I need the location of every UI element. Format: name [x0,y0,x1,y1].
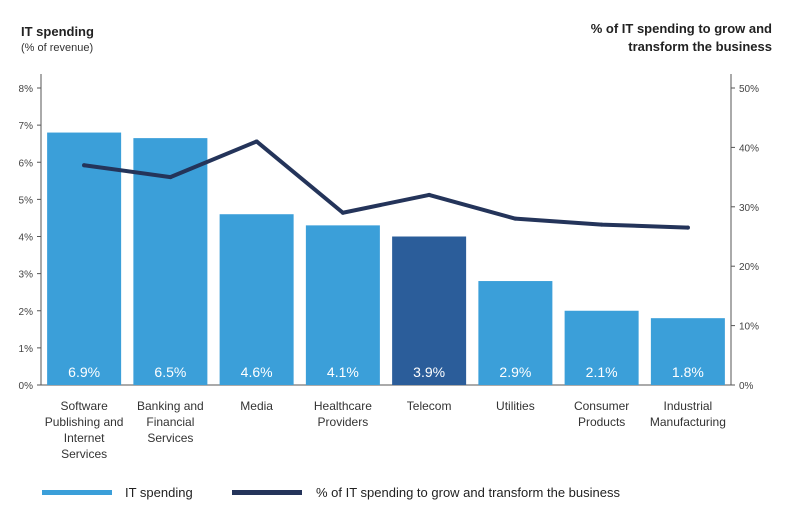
line-series [82,139,690,230]
right-axis-title-line2: transform the business [628,39,772,54]
bar-data-label: 6.9% [68,364,100,380]
bar [392,236,467,385]
bar-data-label: 6.5% [154,364,186,380]
bar-data-label: 2.1% [586,364,618,380]
right-axis-title-line1: % of IT spending to grow and [591,21,772,36]
left-tick-label: 3% [19,270,34,281]
category-label: Utilities [496,399,535,413]
category-label: Healthcare Providers [314,399,372,429]
legend-swatch-line [232,490,302,495]
category-label: Telecom [407,399,452,413]
bar-data-label: 1.8% [672,364,704,380]
left-tick-label: 4% [19,233,34,244]
right-tick-label: 50% [739,84,759,95]
category-label: Banking and Financial Services [137,399,204,445]
line-point [168,175,173,180]
bar-data-label: 3.9% [413,364,445,380]
right-tick-label: 30% [739,203,759,214]
left-tick-label: 2% [19,307,34,318]
category-label: Media [240,399,273,413]
left-axis-title: IT spending [21,24,94,39]
right-axis: 0% 10% 20% 30% 40% 50% [730,74,759,392]
line-point [340,210,345,215]
left-tick-label: 7% [19,121,34,132]
bar [133,138,208,385]
line-point [254,139,259,144]
category-labels: Software Publishing and Internet Services Ba… [45,399,726,461]
bar [650,318,725,385]
bar [564,310,639,385]
bar [305,225,380,385]
bar-data-label: 4.6% [241,364,273,380]
left-tick-label: 0% [19,381,34,392]
left-tick-label: 8% [19,84,34,95]
legend-swatch-bar [42,490,112,495]
line-point [427,192,432,197]
bar-data-labels: 6.9% 6.5% 4.6% 4.1% 3.9% 2.9% 2.1% 1.8% [68,364,704,380]
left-axis-subtitle: (% of revenue) [21,42,93,54]
bar-data-label: 4.1% [327,364,359,380]
left-tick-label: 6% [19,158,34,169]
bar [219,214,294,385]
right-tick-label: 0% [739,381,754,392]
bars [47,132,725,385]
legend-label-line: % of IT spending to grow and transform t… [316,485,620,500]
right-tick-label: 20% [739,262,759,273]
line-path [82,139,690,230]
line-point [685,225,690,230]
left-tick-label: 1% [19,344,34,355]
left-tick-label: 5% [19,195,34,206]
legend-label-bar: IT spending [125,485,193,500]
line-point [82,163,87,168]
category-label: Industrial Manufacturing [650,399,726,429]
line-point [599,222,604,227]
line-point [513,216,518,221]
bar [478,281,553,385]
right-tick-label: 10% [739,322,759,333]
category-label: Software Publishing and Internet Services [45,399,124,461]
legend: IT spending % of IT spending to grow and… [42,485,620,500]
category-label: Consumer Products [574,399,629,429]
bar [47,132,122,385]
bar-data-label: 2.9% [499,364,531,380]
right-tick-label: 40% [739,143,759,154]
